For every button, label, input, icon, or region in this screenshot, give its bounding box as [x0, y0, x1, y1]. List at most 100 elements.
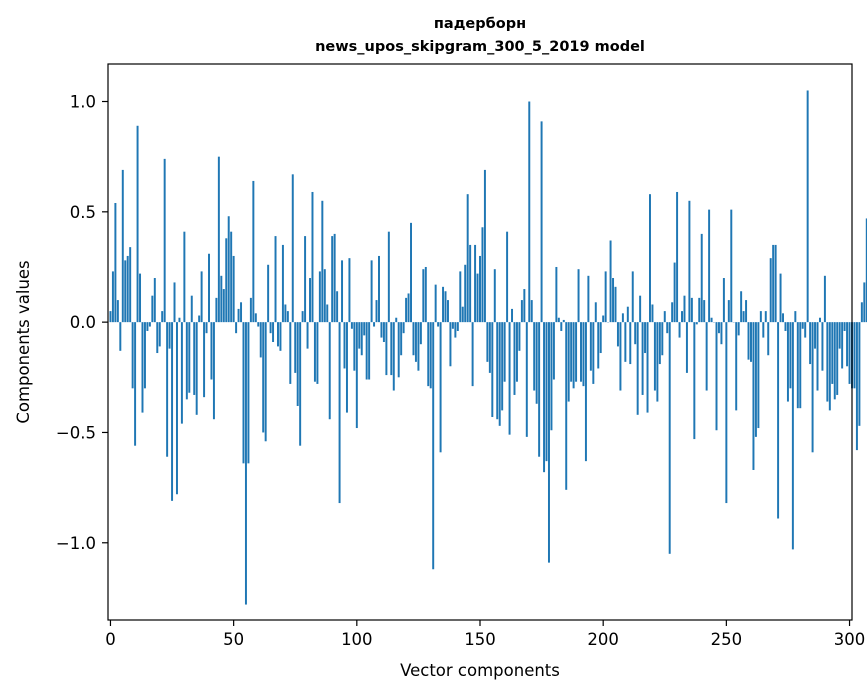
bar-100	[355, 322, 358, 429]
bar-102	[360, 322, 363, 356]
bar-0	[109, 311, 112, 323]
bar-169	[525, 322, 528, 437]
bar-158	[498, 322, 501, 426]
bar-17	[151, 295, 154, 323]
bar-264	[759, 311, 762, 323]
bar-304	[858, 322, 861, 426]
bar-228	[671, 302, 674, 323]
bar-118	[400, 322, 403, 356]
bar-305	[860, 302, 863, 323]
bar-218	[646, 322, 649, 413]
bar-243	[708, 209, 711, 323]
bar-236	[690, 297, 693, 323]
bar-131	[432, 322, 435, 570]
bar-220	[651, 304, 654, 323]
bar-176	[543, 322, 546, 473]
bar-166	[518, 322, 521, 351]
bar-207	[619, 322, 622, 391]
bar-250	[725, 322, 728, 504]
bar-148	[474, 244, 477, 323]
bar-157	[496, 322, 499, 420]
bar-229	[673, 262, 676, 323]
bar-235	[688, 200, 691, 323]
bar-4	[119, 322, 122, 351]
y-tick-label: −0.5	[56, 423, 96, 442]
bar-216	[641, 322, 644, 395]
bar-185	[565, 322, 568, 490]
bar-154	[488, 322, 491, 373]
bar-303	[855, 322, 858, 451]
x-tick-label: 0	[105, 630, 116, 649]
bar-105	[368, 322, 371, 380]
bar-234	[685, 322, 688, 373]
bar-46	[222, 289, 225, 323]
bar-2	[114, 203, 117, 323]
bar-129	[427, 322, 430, 387]
x-axis-label: Vector components	[400, 661, 560, 680]
bar-299	[846, 322, 849, 367]
bar-197	[594, 302, 597, 323]
bar-28	[178, 317, 181, 323]
bar-289	[821, 322, 824, 371]
bar-41	[210, 322, 213, 380]
bar-119	[402, 322, 405, 334]
bar-26	[173, 282, 176, 323]
chart-subtitle: news_upos_skipgram_300_5_2019 model	[315, 39, 645, 55]
chart-title: падерборн	[434, 16, 526, 32]
bar-193	[584, 322, 587, 462]
bar-201	[604, 271, 607, 323]
bar-1	[111, 271, 114, 323]
bar-212	[631, 271, 634, 323]
y-tick-label: −1.0	[56, 534, 96, 553]
bar-192	[582, 322, 585, 387]
y-tick-label: 1.0	[70, 93, 96, 112]
bar-145	[466, 194, 469, 323]
bar-226	[666, 322, 669, 334]
bar-24	[168, 322, 171, 349]
bar-211	[629, 322, 632, 365]
bar-107	[373, 322, 376, 327]
bar-233	[683, 295, 686, 323]
bar-80	[306, 322, 309, 349]
bar-267	[767, 322, 770, 356]
bar-296	[838, 322, 841, 349]
x-tick-label: 100	[341, 630, 373, 649]
bar-106	[370, 260, 373, 323]
bar-68	[277, 322, 279, 347]
bar-297	[841, 322, 844, 369]
bar-104	[365, 322, 368, 380]
bar-249	[722, 278, 725, 323]
bar-195	[589, 322, 592, 371]
bar-series	[109, 90, 867, 605]
bar-47	[225, 238, 228, 323]
bar-29	[180, 322, 183, 424]
bar-170	[528, 101, 531, 323]
bar-34	[193, 322, 196, 395]
bar-183	[560, 322, 563, 331]
bar-163	[511, 308, 514, 323]
bar-187	[570, 322, 573, 382]
bar-177	[545, 322, 548, 462]
bar-294	[833, 322, 836, 400]
bar-298	[843, 322, 846, 331]
bar-168	[523, 289, 526, 323]
bar-98	[350, 322, 353, 329]
bar-19	[156, 322, 159, 354]
bar-87	[323, 269, 326, 323]
bar-258	[745, 300, 748, 323]
bar-261	[752, 322, 755, 470]
bar-103	[363, 322, 366, 336]
bar-159	[501, 322, 504, 411]
bar-194	[587, 275, 590, 323]
bar-230	[676, 191, 679, 323]
bar-99	[353, 322, 356, 371]
bar-172	[533, 322, 536, 391]
bar-209	[624, 322, 627, 362]
bar-121	[407, 293, 410, 323]
bar-44	[217, 156, 220, 323]
bar-277	[791, 322, 794, 550]
bar-306	[863, 282, 866, 323]
bar-186	[567, 322, 570, 402]
bar-49	[230, 231, 233, 323]
bar-114	[390, 322, 393, 376]
